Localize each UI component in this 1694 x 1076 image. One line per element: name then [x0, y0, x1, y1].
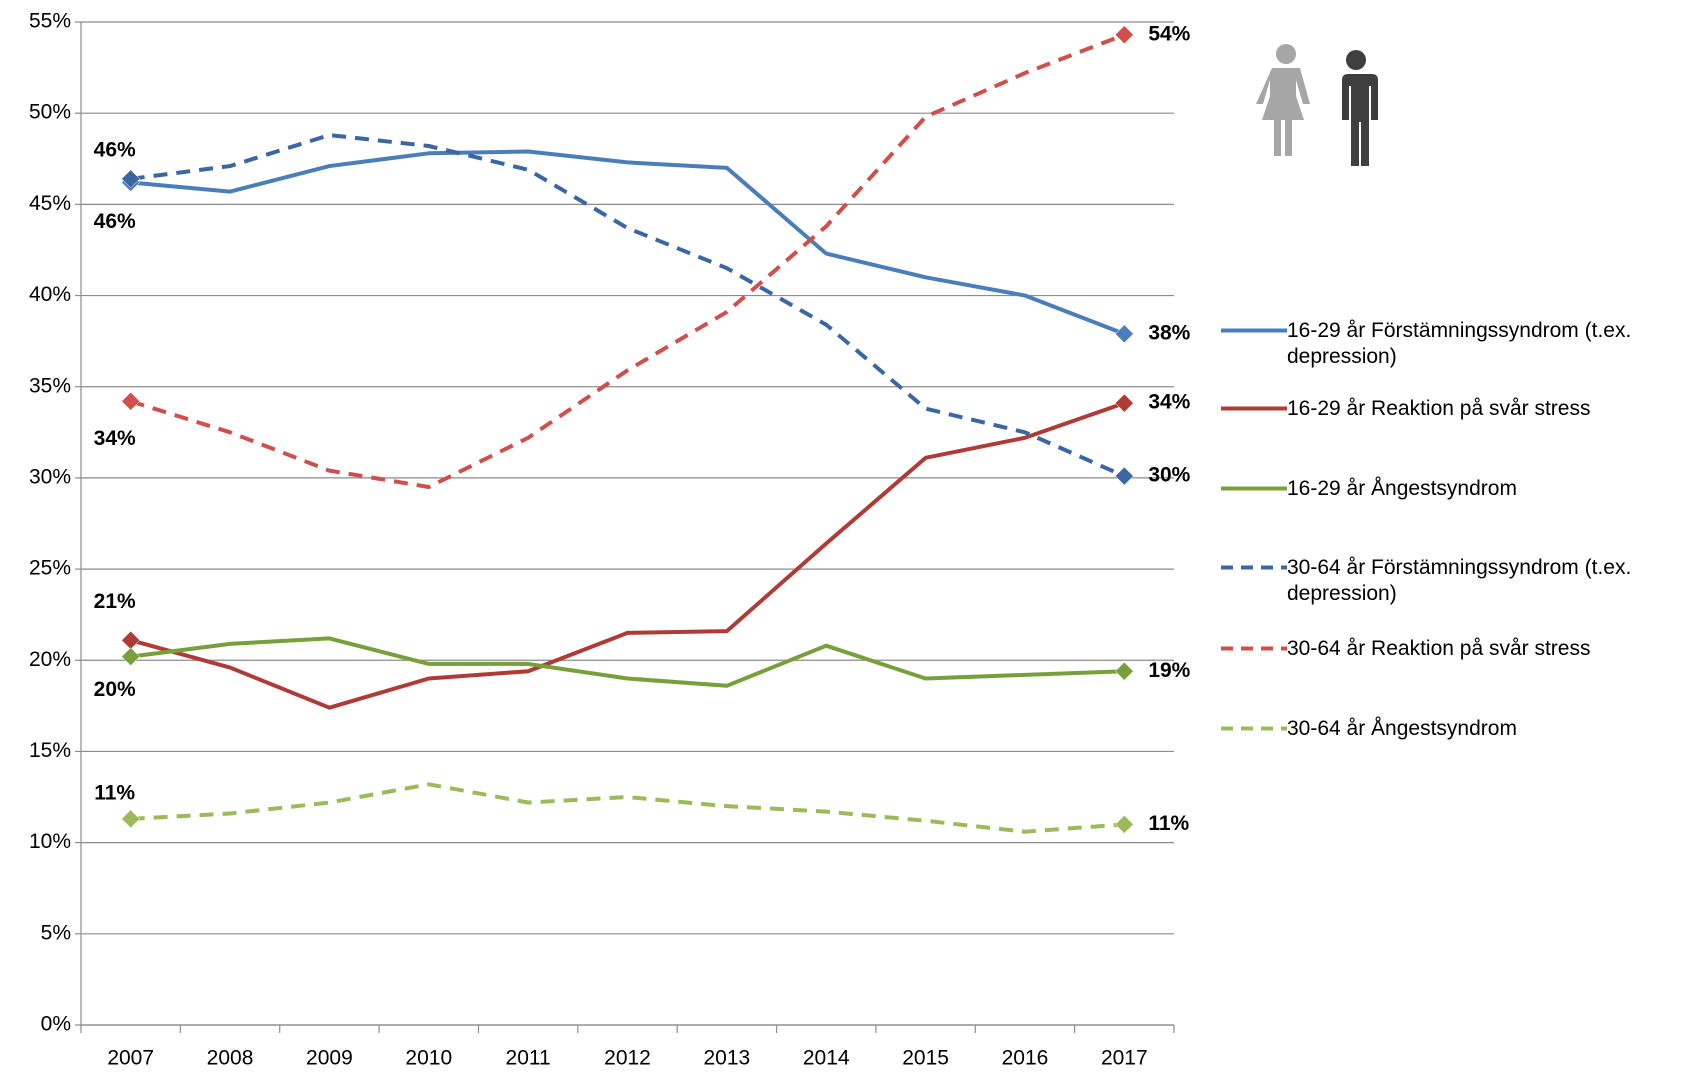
y-tick-label: 45%	[29, 192, 71, 215]
legend-entry: 30-64 år Reaktion på svår stress	[1221, 636, 1691, 662]
x-tick-label: 2010	[405, 1047, 452, 1070]
legend-entry: 30-64 år Ångestsyndrom	[1221, 716, 1691, 742]
data-label: 11%	[94, 781, 135, 804]
x-tick-label: 2009	[306, 1047, 353, 1070]
point-marker	[1114, 25, 1134, 45]
legend-swatch	[1221, 636, 1287, 651]
point-marker	[121, 809, 141, 829]
legend-entry: 16-29 år Reaktion på svår stress	[1221, 396, 1691, 422]
legend-entry: 30-64 år Förstämningssyndrom (t.ex. depr…	[1221, 555, 1691, 607]
y-tick-label: 10%	[29, 830, 71, 853]
legend-swatch	[1221, 555, 1287, 570]
x-tick-label: 2008	[207, 1047, 254, 1070]
data-label: 54%	[1148, 22, 1190, 45]
data-label: 19%	[1148, 659, 1190, 682]
data-label: 20%	[94, 678, 136, 701]
y-tick-label: 55%	[29, 10, 71, 33]
point-marker	[1114, 324, 1134, 344]
y-tick-label: 40%	[29, 283, 71, 306]
data-label: 21%	[94, 590, 136, 613]
legend-swatch	[1221, 716, 1287, 731]
legend-label: 16-29 år Reaktion på svår stress	[1287, 397, 1591, 420]
data-label: 30%	[1148, 464, 1190, 487]
point-marker	[121, 169, 141, 189]
y-tick-label: 20%	[29, 648, 71, 671]
data-label: 34%	[94, 427, 136, 450]
x-tick-label: 2007	[107, 1047, 154, 1070]
data-label: 11%	[1148, 812, 1189, 835]
point-marker	[1114, 393, 1134, 413]
legend-label: 16-29 år Ångestsyndrom	[1287, 477, 1517, 500]
series-line	[130, 782, 1125, 834]
y-tick-label: 50%	[29, 101, 71, 124]
icon-male	[1340, 50, 1378, 166]
y-tick-label: 35%	[29, 374, 71, 397]
legend-label: 30-64 år Reaktion på svår stress	[1287, 637, 1591, 660]
legend-swatch	[1221, 476, 1287, 491]
series-line	[130, 149, 1126, 336]
y-tick-label: 30%	[29, 465, 71, 488]
legend-entry: 16-29 år Ångestsyndrom	[1221, 476, 1691, 502]
x-tick-label: 2013	[704, 1047, 751, 1070]
y-tick-label: 5%	[41, 921, 71, 944]
data-label: 46%	[94, 138, 136, 161]
data-label: 38%	[1148, 321, 1190, 344]
y-tick-label: 25%	[29, 557, 71, 580]
point-marker	[1114, 466, 1134, 486]
x-tick-label: 2014	[803, 1047, 850, 1070]
data-label: 46%	[94, 210, 136, 233]
legend-label: 16-29 år Förstämningssyndrom (t.ex. depr…	[1287, 319, 1632, 368]
legend-swatch	[1221, 396, 1287, 411]
x-tick-label: 2016	[1002, 1047, 1049, 1070]
legend-swatch	[1221, 318, 1287, 333]
data-label: 34%	[1148, 391, 1190, 414]
point-marker	[121, 391, 141, 411]
series-line	[130, 133, 1126, 478]
point-marker	[1114, 815, 1134, 834]
x-tick-label: 2012	[604, 1047, 651, 1070]
point-marker	[121, 630, 141, 650]
series-line	[130, 636, 1125, 688]
point-marker	[121, 647, 141, 666]
legend-entry: 16-29 år Förstämningssyndrom (t.ex. depr…	[1221, 318, 1691, 370]
point-marker	[1114, 661, 1134, 681]
legend-label: 30-64 år Ångestsyndrom	[1287, 717, 1517, 740]
x-tick-label: 2015	[902, 1047, 949, 1070]
x-tick-label: 2011	[506, 1047, 551, 1070]
y-tick-label: 15%	[29, 739, 71, 762]
icon-female	[1256, 44, 1310, 156]
x-tick-label: 2017	[1101, 1047, 1148, 1070]
legend-label: 30-64 år Förstämningssyndrom (t.ex. depr…	[1287, 556, 1632, 605]
y-tick-label: 0%	[41, 1013, 71, 1036]
series-line	[130, 32, 1126, 490]
series-line	[130, 401, 1125, 710]
